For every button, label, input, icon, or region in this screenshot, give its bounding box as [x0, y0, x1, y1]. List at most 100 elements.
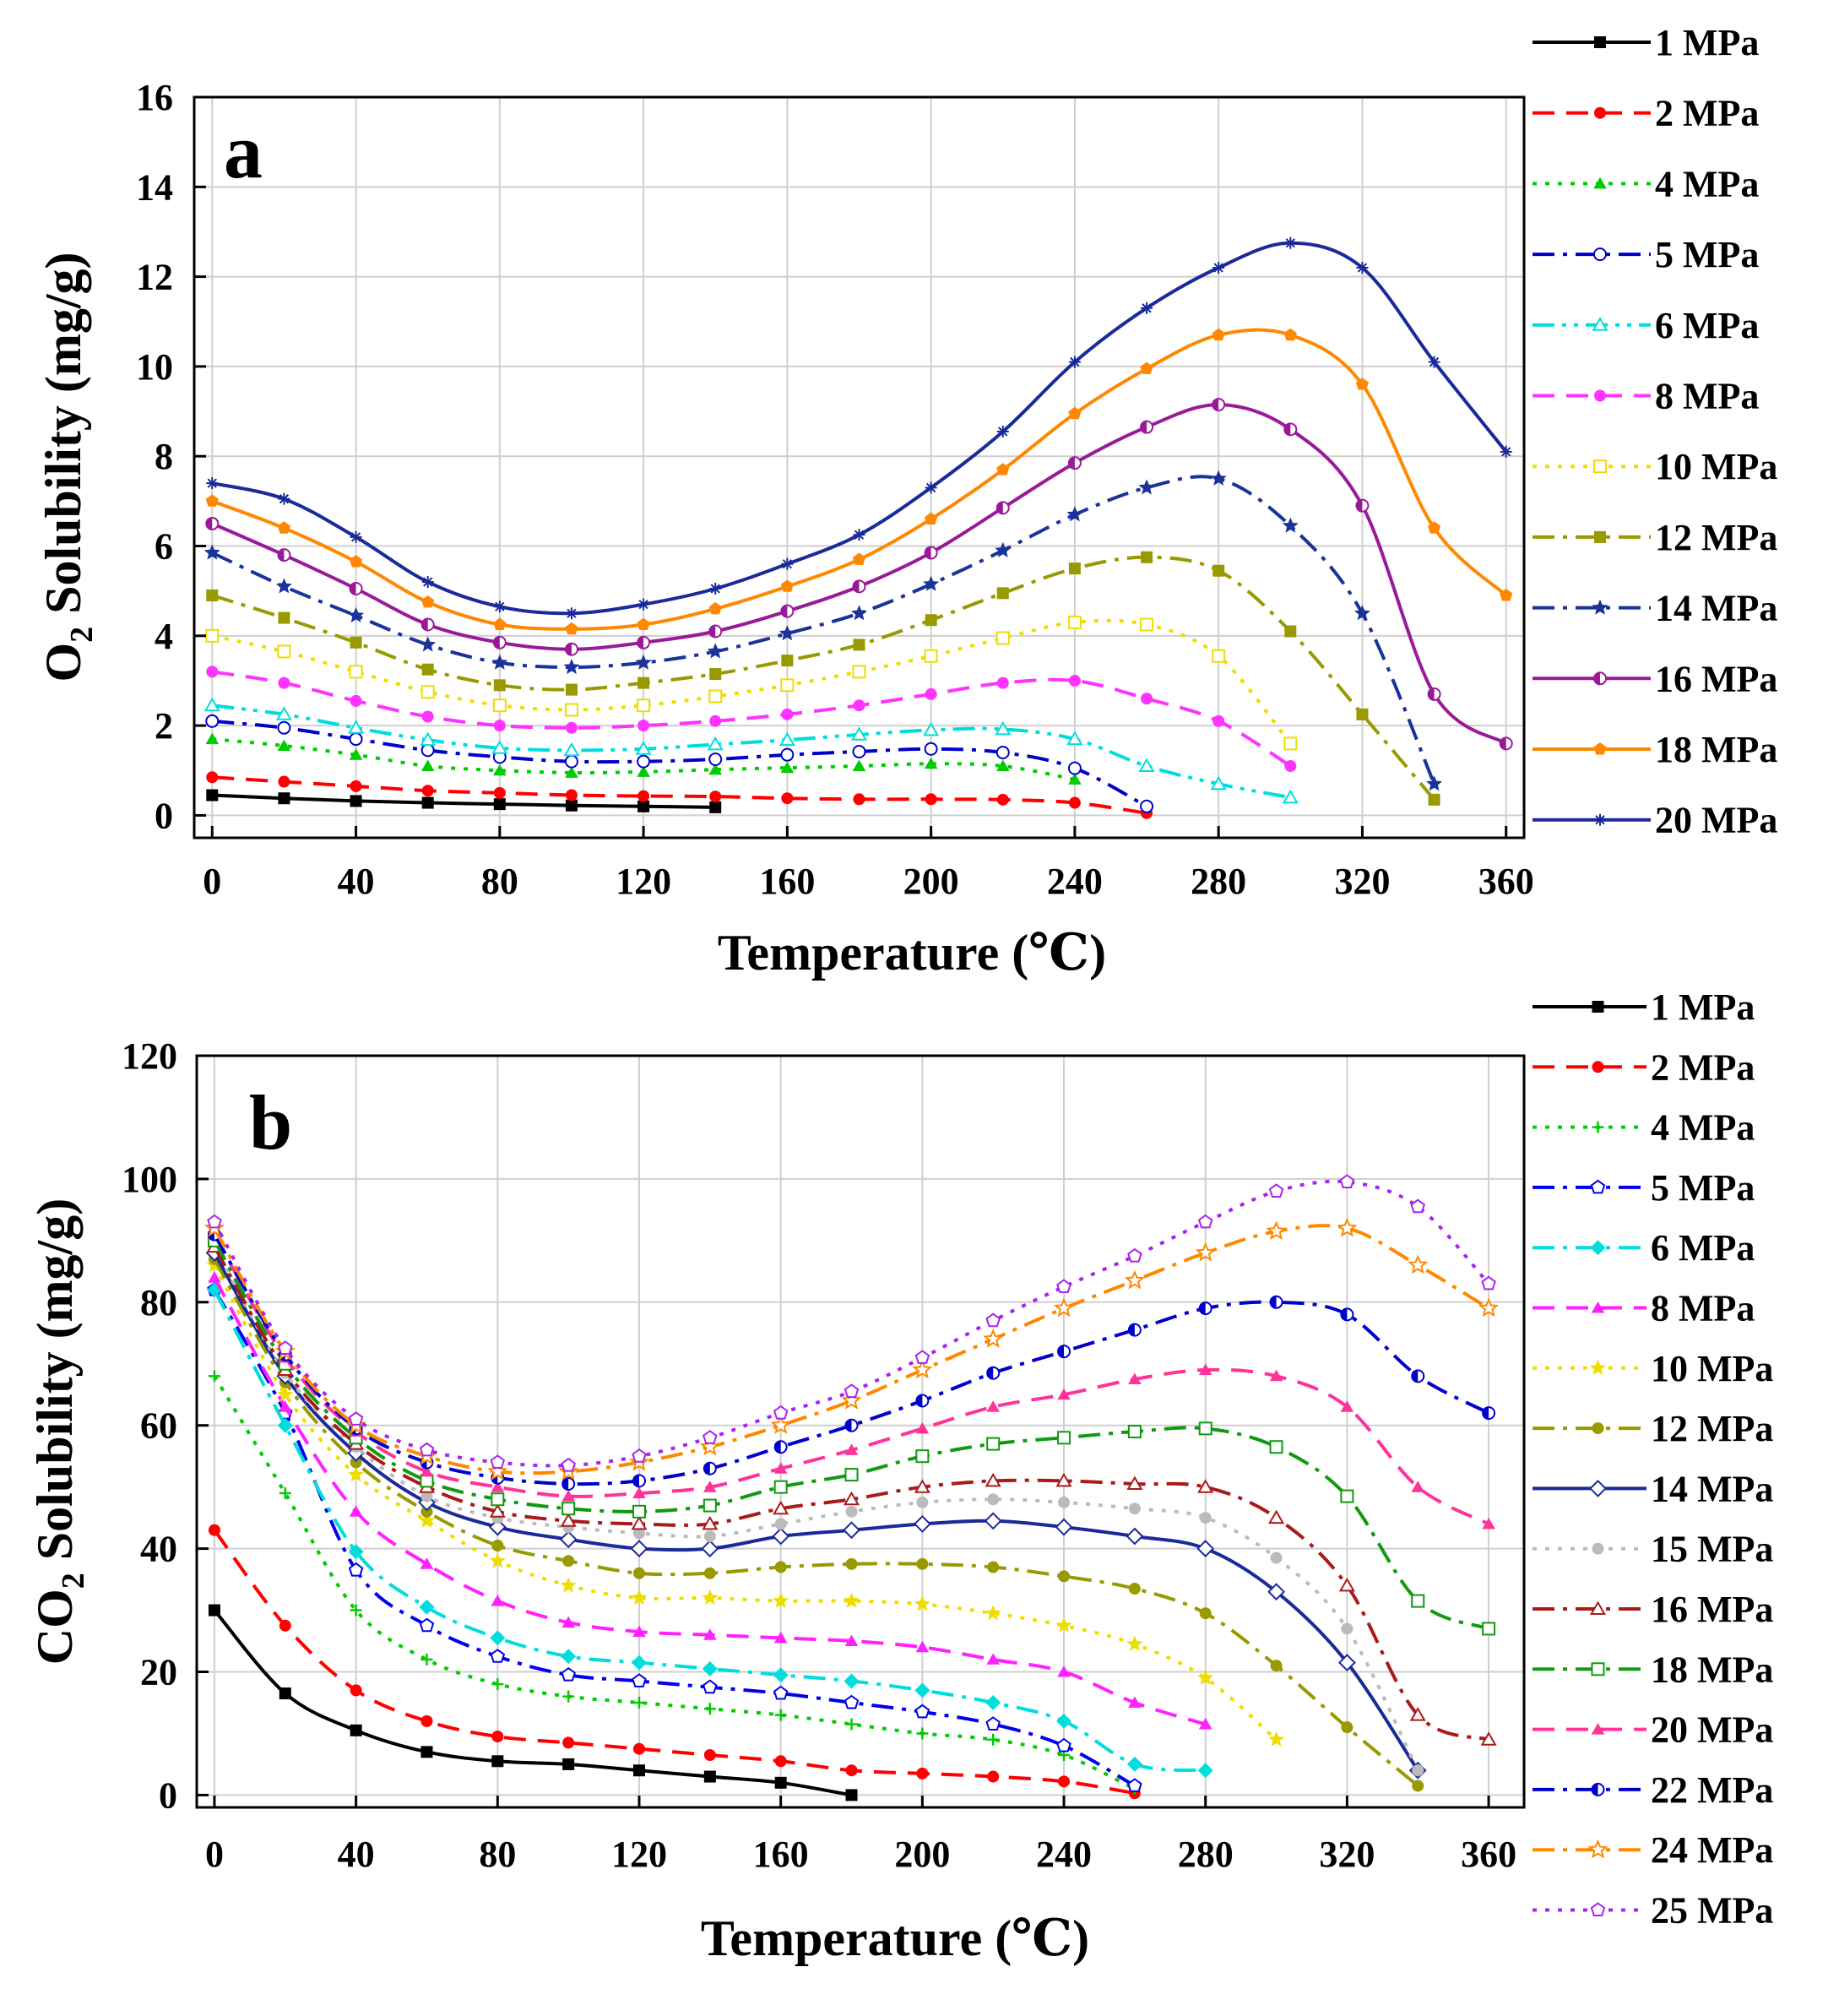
- legend-marker: [1589, 1479, 1607, 1497]
- legend-label: 10 MPa: [1651, 1348, 1773, 1389]
- chart-panel-b: 0 40 80 120 160 200 240 280 320 360 0 20 40 60 80 100 12…: [27, 986, 1773, 1966]
- legend-marker: [1593, 177, 1607, 189]
- data-point: [279, 1687, 291, 1700]
- x-tick-label: 360: [1461, 1834, 1516, 1875]
- legend-marker: [1592, 1422, 1604, 1435]
- data-point: [421, 576, 434, 589]
- data-point: [987, 1733, 1000, 1746]
- data-point: [1126, 1756, 1142, 1772]
- data-point: [278, 792, 290, 805]
- series-line: [213, 1246, 1489, 1742]
- legend-label: 12 MPa: [1655, 517, 1777, 558]
- legend-item: 6 MPa: [1532, 1227, 1755, 1269]
- legend-item: 8 MPa: [1532, 376, 1759, 417]
- y-tick-label: 0: [155, 795, 173, 836]
- data-point: [493, 763, 507, 776]
- data-point: [420, 1505, 433, 1518]
- data-point: [1126, 1635, 1143, 1651]
- data-point: [985, 1716, 1001, 1731]
- y-tick-label: 8: [155, 436, 173, 477]
- data-point: [1410, 1198, 1425, 1214]
- legend-label: 25 MPa: [1651, 1890, 1773, 1932]
- legend-label: 1 MPa: [1651, 986, 1755, 1028]
- series-line: [212, 704, 1291, 800]
- data-point: [844, 1418, 859, 1432]
- x-tick-label: 360: [1478, 861, 1534, 902]
- data-point: [1056, 1279, 1071, 1293]
- data-point: [1428, 356, 1440, 368]
- x-tick-label: 160: [759, 861, 815, 902]
- legend-item: 4 MPa: [1532, 163, 1759, 204]
- data-point: [420, 1557, 434, 1569]
- data-point: [995, 746, 1010, 760]
- data-point: [203, 697, 220, 712]
- data-point: [1057, 1666, 1071, 1677]
- data-point: [637, 754, 651, 769]
- data-point: [925, 481, 937, 494]
- data-point: [925, 687, 937, 700]
- data-point: [277, 1386, 294, 1402]
- data-point: [491, 1678, 504, 1691]
- legend-marker: [1593, 459, 1607, 474]
- legend-label: 10 MPa: [1655, 446, 1777, 487]
- data-point: [703, 1748, 716, 1761]
- data-point: [559, 1530, 578, 1549]
- data-point: [995, 541, 1012, 557]
- data-point: [279, 1400, 292, 1412]
- data-point: [1068, 406, 1082, 420]
- data-point: [208, 1524, 220, 1536]
- data-point: [985, 1312, 1001, 1328]
- data-point: [488, 1518, 507, 1536]
- data-point: [702, 1515, 719, 1530]
- data-point: [562, 1555, 575, 1568]
- data-point: [565, 607, 578, 620]
- plot-frame: [193, 95, 1526, 840]
- axis-ticks: 0 40 80 120 160 200 240 280 320 360 0 20 40 60 80 100 12…: [122, 1035, 1516, 1875]
- data-point: [630, 1540, 648, 1558]
- data-point: [984, 1512, 1002, 1530]
- data-point: [853, 529, 865, 541]
- data-point: [773, 1667, 789, 1683]
- data-point: [1411, 1594, 1425, 1608]
- data-point: [708, 624, 723, 638]
- data-point: [420, 731, 437, 747]
- data-point: [1481, 1275, 1496, 1291]
- data-point: [1068, 356, 1081, 368]
- data-point: [851, 605, 867, 621]
- data-point: [924, 649, 938, 663]
- data-point: [419, 1617, 435, 1633]
- data-point: [1269, 1369, 1283, 1382]
- data-point: [925, 793, 937, 806]
- data-point: [703, 1481, 717, 1492]
- data-point: [635, 654, 652, 670]
- data-point: [205, 714, 220, 728]
- legend-item: 10 MPa: [1532, 446, 1777, 487]
- legend-label: 6 MPa: [1651, 1227, 1755, 1269]
- data-point: [995, 501, 1010, 515]
- data-point: [208, 1271, 221, 1283]
- data-point: [1482, 1622, 1496, 1636]
- data-point: [914, 1350, 930, 1364]
- data-point: [349, 732, 363, 747]
- data-point: [913, 1514, 931, 1533]
- data-point: [701, 1540, 719, 1558]
- legend-label: 20 MPa: [1651, 1709, 1773, 1751]
- data-point: [565, 683, 578, 696]
- data-point: [916, 1727, 929, 1740]
- data-point: [207, 1214, 222, 1229]
- data-point: [278, 677, 290, 689]
- y-tick-label: 80: [140, 1282, 177, 1323]
- plot-frame: [195, 1054, 1526, 1809]
- data-point: [349, 582, 363, 596]
- data-point: [1356, 708, 1369, 720]
- chart-panel-a: 0 40 80 120 160 200 240 280 320 360 0 2 4 6 8 10 12 14 16 a…: [35, 22, 1777, 981]
- data-point: [1268, 1509, 1285, 1524]
- data-point: [1212, 398, 1226, 412]
- legend-label: 5 MPa: [1651, 1167, 1755, 1209]
- legend-label: 15 MPa: [1651, 1529, 1773, 1570]
- data-point: [491, 1539, 504, 1551]
- data-point: [773, 1462, 788, 1474]
- data-point: [635, 741, 652, 755]
- data-point: [853, 638, 865, 651]
- data-point: [996, 677, 1009, 689]
